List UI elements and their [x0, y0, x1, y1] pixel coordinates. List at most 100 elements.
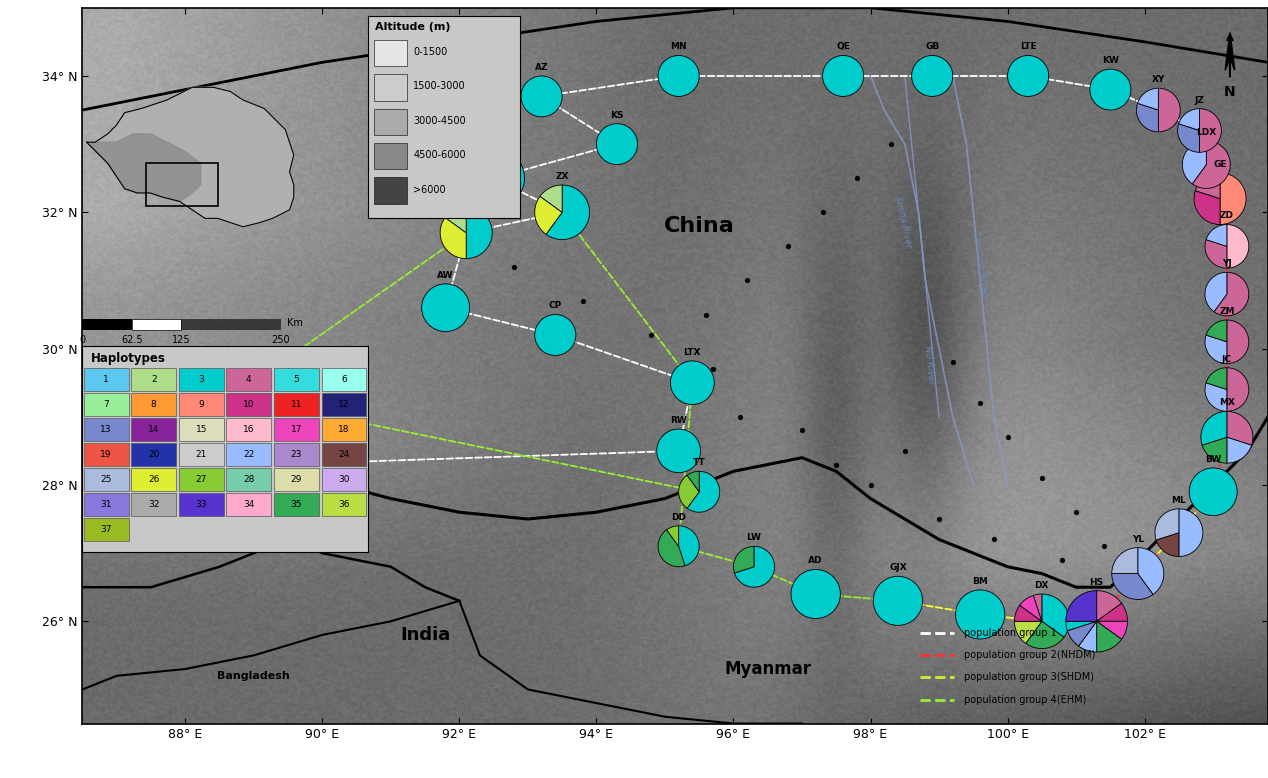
Wedge shape: [733, 546, 754, 573]
Wedge shape: [687, 471, 699, 492]
Text: DD: DD: [671, 513, 686, 522]
Wedge shape: [1205, 272, 1227, 312]
Wedge shape: [1205, 240, 1227, 268]
Wedge shape: [1205, 335, 1227, 363]
Bar: [374, 177, 407, 204]
Text: 29: 29: [290, 475, 302, 484]
Bar: [322, 368, 366, 391]
Bar: [179, 468, 223, 491]
Text: GE: GE: [1213, 159, 1226, 169]
Text: AL: AL: [487, 135, 500, 143]
Text: 62.5: 62.5: [122, 335, 143, 345]
Wedge shape: [1033, 594, 1042, 622]
Wedge shape: [1194, 191, 1220, 225]
Bar: [179, 493, 223, 516]
Bar: [132, 418, 176, 441]
Wedge shape: [1026, 622, 1064, 649]
Wedge shape: [1079, 622, 1097, 652]
Bar: [132, 443, 176, 466]
Wedge shape: [1008, 55, 1049, 96]
Text: 24: 24: [339, 450, 350, 459]
Wedge shape: [1213, 272, 1249, 316]
Wedge shape: [1112, 548, 1137, 573]
Bar: [179, 418, 223, 441]
Text: 28: 28: [243, 475, 255, 484]
Text: LTX: LTX: [683, 348, 701, 357]
Polygon shape: [86, 87, 294, 226]
Bar: [274, 418, 318, 441]
Text: 2: 2: [151, 375, 156, 384]
Wedge shape: [463, 148, 493, 180]
Wedge shape: [1182, 141, 1206, 184]
Bar: [181, 318, 280, 330]
Wedge shape: [540, 185, 562, 212]
Text: 6: 6: [341, 375, 347, 384]
Text: KS: KS: [610, 110, 624, 120]
Wedge shape: [1179, 509, 1203, 556]
Bar: [322, 493, 366, 516]
Wedge shape: [823, 55, 864, 96]
Text: ZX: ZX: [555, 172, 569, 181]
Wedge shape: [1097, 603, 1127, 622]
Wedge shape: [463, 178, 493, 201]
Bar: [179, 393, 223, 416]
Wedge shape: [1227, 437, 1252, 463]
Text: TT: TT: [692, 458, 705, 468]
Text: LDX: LDX: [1196, 128, 1216, 137]
Text: 16: 16: [243, 425, 255, 434]
Text: 3: 3: [198, 375, 204, 384]
Wedge shape: [207, 381, 233, 422]
Wedge shape: [445, 207, 467, 233]
Wedge shape: [1089, 69, 1131, 110]
Text: 5: 5: [293, 375, 299, 384]
Text: 3000-4500: 3000-4500: [413, 116, 467, 126]
Bar: [374, 74, 407, 100]
Text: CP: CP: [549, 301, 562, 310]
Wedge shape: [1178, 124, 1200, 152]
Text: population group 1: population group 1: [964, 628, 1058, 638]
Wedge shape: [657, 429, 700, 473]
Text: 10: 10: [243, 400, 255, 409]
Bar: [374, 109, 407, 135]
Text: Nu River: Nu River: [923, 345, 935, 384]
Wedge shape: [791, 569, 841, 619]
Text: 37: 37: [100, 525, 112, 534]
Bar: [132, 368, 176, 391]
Wedge shape: [596, 124, 638, 165]
Text: Jinsha River: Jinsha River: [895, 194, 914, 248]
Text: AW: AW: [437, 271, 454, 280]
Text: ZM: ZM: [1219, 307, 1235, 316]
Wedge shape: [1112, 573, 1153, 600]
Wedge shape: [678, 475, 699, 508]
Bar: [132, 393, 176, 416]
Text: GB: GB: [926, 43, 940, 51]
Wedge shape: [667, 526, 678, 546]
Text: MN: MN: [671, 43, 687, 51]
Text: 32: 32: [148, 500, 160, 509]
Wedge shape: [535, 314, 576, 356]
Text: 21: 21: [195, 450, 207, 459]
Wedge shape: [422, 284, 469, 331]
Bar: [179, 368, 223, 391]
Bar: [274, 493, 318, 516]
Bar: [374, 40, 407, 66]
Wedge shape: [484, 148, 525, 209]
Bar: [227, 368, 271, 391]
Text: QE: QE: [836, 43, 850, 51]
Wedge shape: [1189, 468, 1238, 516]
Text: Bhutan: Bhutan: [223, 532, 285, 547]
Wedge shape: [687, 471, 720, 512]
Text: 125: 125: [172, 335, 190, 345]
Text: 17: 17: [290, 425, 302, 434]
Text: Bangladesh: Bangladesh: [217, 671, 290, 681]
Wedge shape: [1137, 88, 1159, 110]
Text: AZ: AZ: [535, 63, 548, 72]
Wedge shape: [1227, 368, 1249, 412]
Bar: [227, 418, 271, 441]
Text: ML: ML: [1172, 496, 1187, 505]
Bar: [227, 468, 271, 491]
Wedge shape: [1136, 103, 1159, 131]
Text: 11: 11: [290, 400, 302, 409]
Wedge shape: [1205, 383, 1227, 412]
Bar: [322, 393, 366, 416]
